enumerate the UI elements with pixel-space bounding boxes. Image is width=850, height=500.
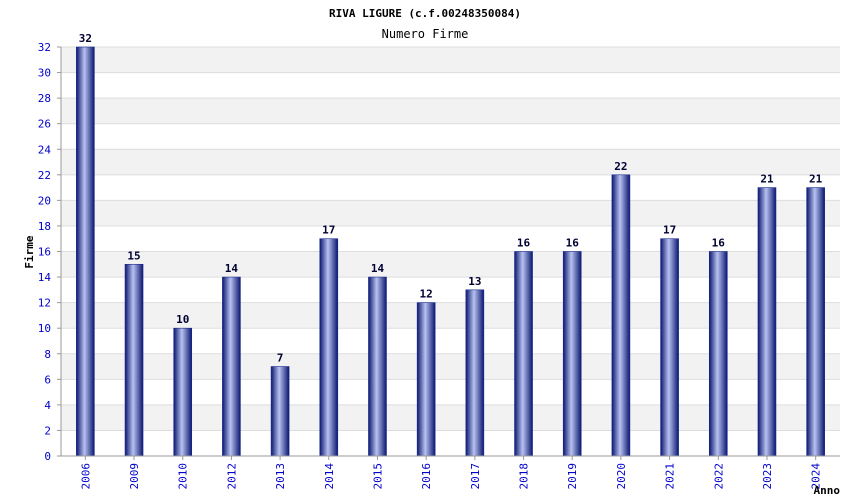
data-label: 14 <box>225 262 239 275</box>
grid-band <box>61 72 840 99</box>
bar-2024 <box>806 187 825 457</box>
y-tick-label: 8 <box>44 348 51 361</box>
y-tick-label: 0 <box>44 450 51 463</box>
bar-2019 <box>562 251 582 457</box>
chart-title: RIVA LIGURE (c.f.00248350084) <box>329 7 521 20</box>
x-tick-label: 2020 <box>615 463 628 490</box>
y-tick-label: 24 <box>38 143 52 156</box>
data-label: 22 <box>614 160 627 173</box>
data-label: 14 <box>371 262 385 275</box>
data-labels: 32 15 10 14 7 17 14 12 13 16 16 22 17 16 21 21 <box>79 32 823 365</box>
bar-2017 <box>465 289 485 457</box>
x-tick-label: 2016 <box>420 463 433 490</box>
grid-band <box>61 123 840 150</box>
bars <box>76 46 825 457</box>
y-tick-label: 20 <box>38 194 51 207</box>
bar-2016 <box>416 302 436 457</box>
grid-band <box>61 47 840 73</box>
x-tick-label: 2010 <box>177 463 190 490</box>
bar-2023 <box>757 187 777 457</box>
x-tick-label: 2014 <box>323 463 336 490</box>
y-tick-label: 10 <box>38 322 51 335</box>
x-tick-label: 2021 <box>664 463 677 490</box>
data-label: 7 <box>277 352 284 365</box>
data-label: 17 <box>663 224 676 237</box>
x-tick-label: 2009 <box>128 463 141 490</box>
bar-2013 <box>270 366 290 457</box>
y-tick-label: 32 <box>38 41 51 54</box>
y-tick-label: 22 <box>38 169 51 182</box>
data-label: 10 <box>176 313 189 326</box>
grid-band <box>61 149 840 175</box>
x-axis-ticks: 2006 2009 2010 2012 2013 2014 2015 2016 2017 2018… <box>79 456 823 490</box>
x-tick-label: 2024 <box>810 463 823 490</box>
y-tick-label: 14 <box>38 271 52 284</box>
x-tick-label: 2012 <box>225 463 238 490</box>
x-tick-label: 2018 <box>518 463 531 490</box>
x-tick-label: 2022 <box>712 463 725 490</box>
x-tick-label: 2019 <box>566 463 579 490</box>
gridlines <box>61 46 840 457</box>
grid-band <box>61 98 840 124</box>
y-tick-label: 4 <box>44 399 51 412</box>
x-tick-label: 2015 <box>371 463 384 490</box>
bar-2022 <box>708 251 728 457</box>
bar-2021 <box>660 238 679 457</box>
y-tick-label: 26 <box>38 118 51 131</box>
y-tick-label: 28 <box>38 92 51 105</box>
x-axis-label: Anno <box>814 484 841 497</box>
bar-2018 <box>514 251 533 457</box>
bar-2006 <box>76 46 95 457</box>
data-label: 17 <box>322 224 335 237</box>
bar-2020 <box>611 174 631 457</box>
bar-2010 <box>173 327 193 457</box>
y-axis-label: Firme <box>23 235 36 268</box>
data-label: 12 <box>420 288 433 301</box>
data-label: 16 <box>517 237 531 250</box>
data-label: 32 <box>79 32 92 45</box>
data-label: 13 <box>468 275 481 288</box>
y-tick-label: 30 <box>38 67 51 80</box>
x-tick-label: 2013 <box>274 463 287 490</box>
y-tick-label: 16 <box>38 246 51 259</box>
y-tick-label: 6 <box>44 373 51 386</box>
y-tick-label: 2 <box>44 424 51 437</box>
data-label: 21 <box>760 173 774 186</box>
grid-band <box>61 174 840 201</box>
data-label: 15 <box>127 249 140 262</box>
bar-2015 <box>368 276 387 457</box>
y-tick-label: 12 <box>38 297 51 310</box>
x-tick-label: 2023 <box>761 463 774 490</box>
y-tick-label: 18 <box>38 220 51 233</box>
x-tick-label: 2017 <box>469 463 482 490</box>
bar-2009 <box>124 263 144 457</box>
data-label: 16 <box>712 237 726 250</box>
bar-2012 <box>222 276 241 457</box>
data-label: 16 <box>566 237 580 250</box>
bar-2014 <box>319 238 339 457</box>
x-tick-label: 2006 <box>79 463 92 490</box>
grid-band <box>61 200 840 226</box>
chart-subtitle: Numero Firme <box>382 27 469 41</box>
grid-band <box>61 225 840 252</box>
data-label: 21 <box>809 173 823 186</box>
